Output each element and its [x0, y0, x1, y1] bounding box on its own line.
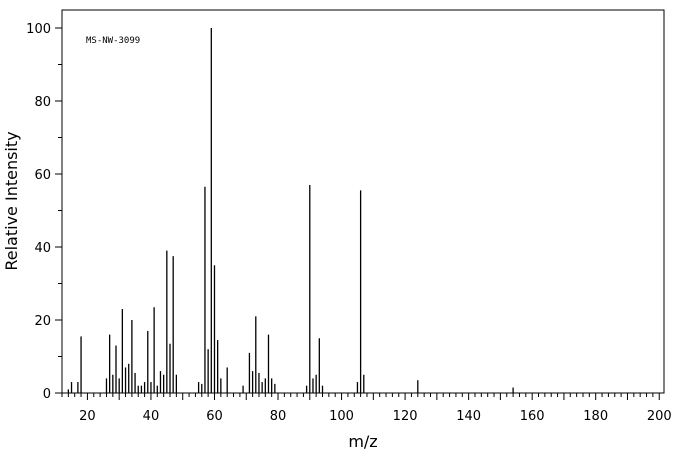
x-tick-label: 140 — [456, 409, 481, 424]
x-tick-label: 40 — [143, 409, 160, 424]
x-tick-label: 160 — [520, 409, 545, 424]
x-tick-label: 20 — [79, 409, 96, 424]
x-tick-label: 200 — [647, 409, 672, 424]
y-axis: 0 20 40 60 80 100 — [26, 22, 62, 402]
spectrum-id-annotation: MS-NW-3099 — [86, 36, 140, 46]
y-tick-label: 80 — [34, 95, 51, 110]
x-axis: 20 40 60 80 100 120 140 160 180 200 — [61, 393, 672, 424]
y-tick-label: 0 — [43, 387, 51, 402]
y-tick-label: 20 — [34, 314, 51, 329]
x-tick-label: 60 — [206, 409, 223, 424]
x-axis-title: m/z — [348, 432, 377, 451]
y-tick-label: 100 — [26, 22, 51, 37]
peak-bars — [67, 28, 514, 393]
y-tick-label: 60 — [34, 168, 51, 183]
x-tick-label: 80 — [270, 409, 287, 424]
y-tick-label: 40 — [34, 241, 51, 256]
x-tick-label: 120 — [393, 409, 418, 424]
x-tick-label: 180 — [583, 409, 608, 424]
plot-frame — [61, 9, 665, 394]
y-axis-title: Relative Intensity — [2, 131, 21, 270]
x-tick-label: 100 — [329, 409, 354, 424]
